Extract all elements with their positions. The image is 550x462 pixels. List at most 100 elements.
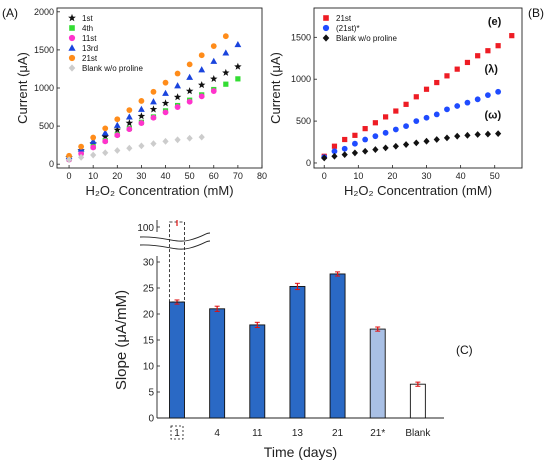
data-point (464, 131, 471, 139)
legend-marker (68, 34, 76, 42)
data-point (210, 75, 218, 82)
data-point (223, 81, 229, 87)
data-point (413, 139, 420, 147)
legend-entry: 21st (82, 54, 98, 63)
x-tick-label: 10 (353, 171, 363, 181)
data-point (382, 129, 389, 136)
panel-b-label: (B) (528, 6, 544, 20)
data-point (102, 125, 109, 132)
data-point (423, 137, 430, 145)
series-21st (66, 33, 229, 159)
data-point (464, 59, 471, 66)
data-point (341, 145, 348, 152)
axis-break-mark (139, 232, 211, 242)
data-point (222, 33, 229, 40)
legend-entry: 4th (82, 24, 93, 33)
panel-a: 0 10 20 30 40 50 60 70 80 0 500 1000 1500 2000 H₂O₂ Co… (15, 7, 267, 198)
y-tick-label: 30 (143, 258, 155, 269)
data-point (372, 120, 378, 126)
data-point (89, 137, 97, 144)
data-point (150, 114, 157, 121)
data-point (372, 133, 379, 140)
data-point (78, 150, 85, 157)
data-point (198, 52, 205, 59)
data-point (198, 133, 205, 141)
data-point (444, 73, 450, 79)
data-point (484, 130, 492, 138)
bar (249, 324, 266, 419)
data-point (114, 116, 121, 123)
data-point (174, 70, 181, 77)
data-point (174, 82, 181, 89)
data-point (90, 134, 97, 141)
data-point (464, 99, 471, 106)
y-tick-label: 5 (148, 388, 154, 399)
data-point (210, 57, 218, 64)
x-tick-label: 80 (257, 171, 267, 181)
data-point (352, 140, 358, 147)
bar (409, 383, 426, 419)
legend-entry: Blank w/o proline (82, 64, 143, 73)
data-point (403, 123, 409, 130)
x-tick-label: 40 (456, 171, 466, 181)
data-point (126, 126, 133, 133)
data-point (113, 126, 121, 134)
data-point (342, 136, 348, 143)
data-point (509, 33, 515, 39)
data-point (150, 98, 157, 105)
legend-marker (323, 15, 329, 21)
y-tick-label: 15 (143, 336, 155, 347)
x-tick-label: 10 (88, 171, 98, 181)
y-tick-label: 1000 (291, 74, 311, 84)
x-tick-label: 13 (292, 428, 304, 439)
series-annotation: (ω) (484, 110, 501, 122)
data-point (174, 136, 181, 144)
data-point (161, 99, 170, 107)
data-point (90, 144, 97, 151)
data-point (444, 106, 450, 113)
data-point (150, 88, 157, 95)
x-tick-label: 30 (422, 171, 432, 181)
y-tick-label: 500 (39, 121, 54, 131)
legend-entry: Blank w/o proline (336, 34, 397, 43)
data-point (474, 131, 481, 138)
data-point (362, 126, 368, 132)
data-point (78, 143, 85, 150)
legend-marker (68, 64, 76, 72)
y-axis-label: Slope (μA/mM) (113, 290, 130, 390)
panel-a-label: (A) (2, 6, 18, 20)
data-point (454, 66, 460, 72)
data-point (413, 94, 419, 100)
data-point (433, 136, 440, 143)
data-point (101, 129, 109, 136)
legend-entry: (21st)* (336, 24, 360, 33)
x-axis-label: H₂O₂ Concentration (mM) (344, 183, 492, 198)
data-point (149, 105, 158, 113)
data-point (174, 104, 181, 110)
bar (329, 273, 346, 419)
x-tick-label: 0 (67, 171, 72, 181)
data-point (372, 146, 379, 153)
data-point (351, 149, 359, 157)
y-tick-label: 0 (148, 414, 154, 425)
data-point (162, 137, 169, 145)
data-point (331, 143, 338, 149)
x-tick-label: 50 (185, 171, 195, 181)
data-point (495, 88, 502, 95)
legend-marker (68, 13, 76, 22)
data-point (162, 79, 169, 86)
data-point (321, 154, 328, 162)
data-point (185, 87, 194, 95)
data-point (102, 138, 109, 145)
data-point (90, 151, 97, 159)
data-point (210, 88, 217, 94)
bar (169, 301, 185, 419)
legend-marker (68, 44, 76, 51)
axis-break-mark (139, 240, 211, 250)
data-point (126, 144, 133, 152)
x-tick-label: 30 (136, 171, 146, 181)
data-point (341, 151, 348, 158)
y-tick-label: 0 (306, 158, 311, 168)
legend-marker (322, 24, 330, 32)
